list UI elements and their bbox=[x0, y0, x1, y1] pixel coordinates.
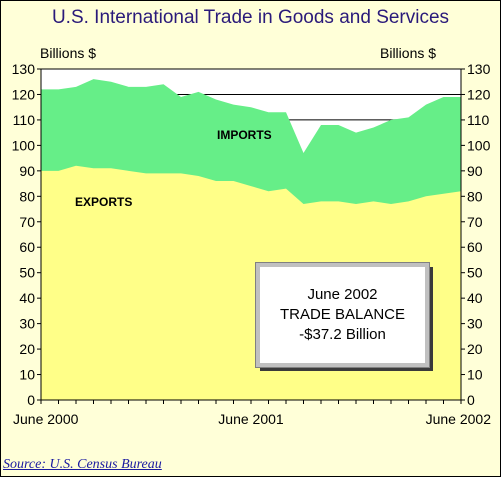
y-tick-label-right-120: 120 bbox=[467, 86, 491, 102]
y-tick-label-left-60: 60 bbox=[19, 239, 35, 255]
series-label-exports: EXPORTS bbox=[75, 195, 132, 209]
source-link[interactable]: Source: U.S. Census Bureau bbox=[3, 457, 162, 472]
y-tick-label-right-30: 30 bbox=[467, 316, 483, 332]
y-tick-label-left-120: 120 bbox=[12, 86, 36, 102]
y-tick-label-right-90: 90 bbox=[467, 163, 483, 179]
balance-value: -$37.2 Billion bbox=[299, 326, 386, 343]
y-tick-label-left-70: 70 bbox=[19, 214, 35, 230]
x-tick-label-2002-06: June 2002 bbox=[426, 411, 492, 427]
y-tick-label-left-100: 100 bbox=[12, 137, 36, 153]
y-tick-label-right-20: 20 bbox=[467, 341, 483, 357]
trade-balance-box: June 2002 TRADE BALANCE -$37.2 Billion bbox=[255, 262, 430, 368]
y-tick-label-right-40: 40 bbox=[467, 290, 483, 306]
y-tick-label-left-40: 40 bbox=[19, 290, 35, 306]
balance-heading: TRADE BALANCE bbox=[279, 306, 406, 323]
y-axis-label-left: Billions $ bbox=[40, 45, 97, 61]
y-tick-label-right-10: 10 bbox=[467, 367, 483, 383]
y-tick-label-left-10: 10 bbox=[19, 367, 35, 383]
y-tick-label-left-50: 50 bbox=[19, 265, 35, 281]
x-tick-label-2001-06: June 2001 bbox=[218, 411, 284, 427]
y-axis-label-right: Billions $ bbox=[380, 45, 437, 61]
y-tick-label-right-60: 60 bbox=[467, 239, 483, 255]
series-label-imports: IMPORTS bbox=[217, 128, 272, 142]
balance-date: June 2002 bbox=[307, 286, 378, 303]
y-tick-label-left-130: 130 bbox=[12, 61, 36, 77]
y-tick-label-right-50: 50 bbox=[467, 265, 483, 281]
y-tick-label-left-80: 80 bbox=[19, 188, 35, 204]
y-tick-label-right-130: 130 bbox=[467, 61, 491, 77]
y-tick-label-left-110: 110 bbox=[13, 112, 36, 128]
y-tick-label-right-0: 0 bbox=[467, 392, 475, 408]
y-tick-label-left-30: 30 bbox=[19, 316, 35, 332]
y-tick-label-right-80: 80 bbox=[467, 188, 483, 204]
y-tick-label-left-20: 20 bbox=[19, 341, 35, 357]
y-tick-label-left-0: 0 bbox=[27, 392, 35, 408]
y-tick-label-right-110: 110 bbox=[467, 112, 490, 128]
y-tick-label-right-100: 100 bbox=[467, 137, 491, 153]
chart-title: U.S. International Trade in Goods and Se… bbox=[51, 7, 450, 28]
x-tick-label-2000-06: June 2000 bbox=[13, 411, 79, 427]
y-tick-label-right-70: 70 bbox=[467, 214, 483, 230]
y-tick-label-left-90: 90 bbox=[19, 163, 35, 179]
